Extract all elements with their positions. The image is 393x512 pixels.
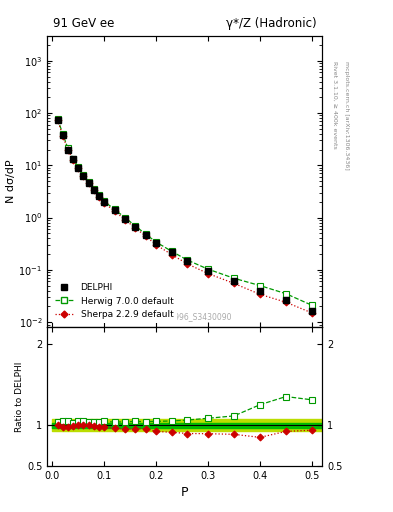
Text: DELPHI_1996_S3430090: DELPHI_1996_S3430090 [138,312,231,322]
Text: mcplots.cern.ch [arXiv:1306.3436]: mcplots.cern.ch [arXiv:1306.3436] [344,61,349,170]
Text: 91 GeV ee: 91 GeV ee [53,17,114,30]
Text: Rivet 3.1.10, ≥ 400k events: Rivet 3.1.10, ≥ 400k events [332,61,337,149]
Text: γ*/Z (Hadronic): γ*/Z (Hadronic) [226,17,317,30]
Y-axis label: N dσ/dP: N dσ/dP [6,160,16,203]
X-axis label: P: P [181,486,189,499]
Legend: DELPHI, Herwig 7.0.0 default, Sherpa 2.2.9 default: DELPHI, Herwig 7.0.0 default, Sherpa 2.2… [51,280,177,323]
Y-axis label: Ratio to DELPHI: Ratio to DELPHI [15,361,24,432]
